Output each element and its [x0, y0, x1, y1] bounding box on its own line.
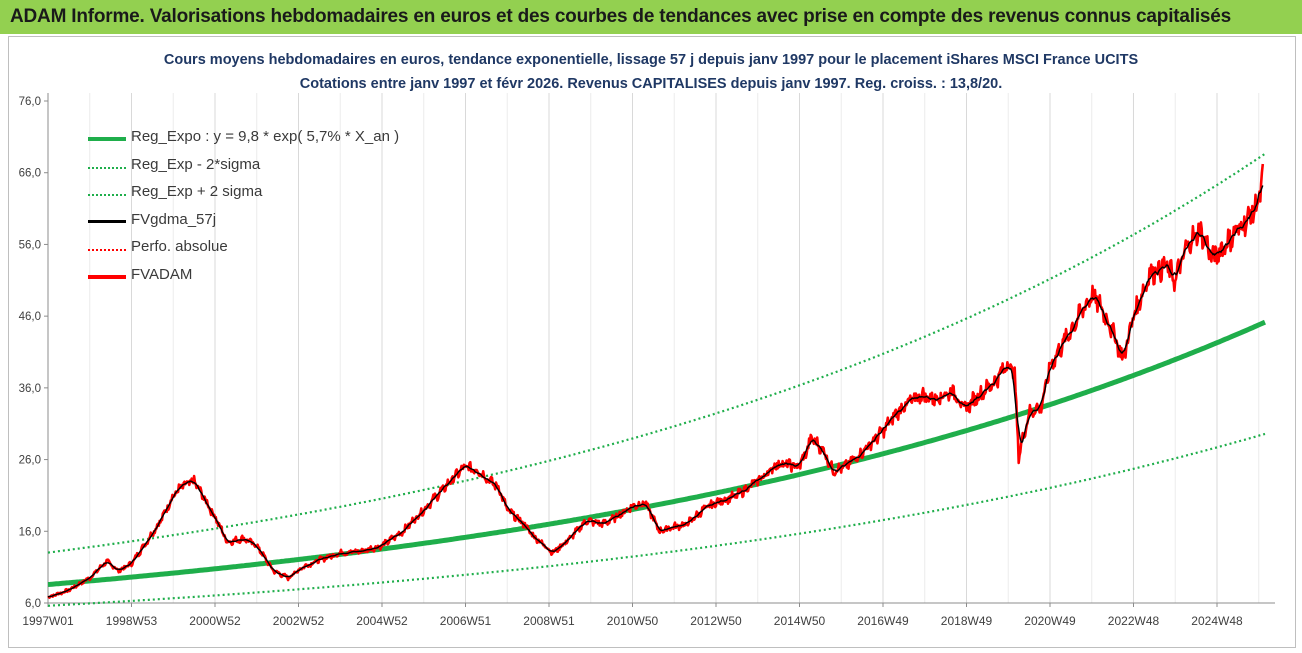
x-tick-label: 2004W52 — [356, 614, 408, 628]
x-tick-label: 2000W52 — [189, 614, 241, 628]
x-tick-label: 2002W52 — [273, 614, 325, 628]
x-tick-label: 2008W51 — [523, 614, 575, 628]
y-tick-label: 66,0 — [19, 168, 41, 180]
title-banner: ADAM Informe. Valorisations hebdomadaire… — [0, 0, 1302, 34]
y-tick-label: 6,0 — [25, 598, 41, 610]
legend-swatch — [88, 194, 126, 196]
report-title: ADAM Informe. Valorisations hebdomadaire… — [10, 6, 1232, 27]
y-tick-label: 56,0 — [19, 239, 41, 251]
x-tick-label: 2016W49 — [857, 614, 909, 628]
legend-label: Reg_Expo : y = 9,8 * exp( 5,7% * X_an ) — [131, 128, 400, 145]
series-line-0 — [47, 319, 1266, 587]
x-tick-label: 1997W01 — [22, 614, 74, 628]
legend-label: Reg_Exp - 2*sigma — [131, 155, 261, 173]
legend-swatch — [88, 137, 126, 141]
x-tick-label: 2022W48 — [1108, 614, 1160, 628]
chart-frame — [8, 36, 1296, 648]
series-line-2 — [47, 152, 1266, 554]
y-tick-label: 46,0 — [19, 311, 41, 323]
series-line-fvadam — [47, 163, 1265, 599]
series-line-fvgdma — [48, 185, 1264, 598]
legend-swatch — [88, 166, 126, 169]
x-tick-label: 2018W49 — [941, 614, 993, 628]
legend-label: FVADAM — [131, 265, 193, 283]
series-line-1 — [47, 432, 1266, 607]
y-tick-label: 26,0 — [19, 455, 41, 467]
x-tick-label: 1998W53 — [106, 614, 158, 628]
x-tick-label: 2024W48 — [1191, 614, 1243, 628]
y-tick-label: 36,0 — [19, 383, 41, 395]
y-tick-label: 76,0 — [19, 96, 41, 108]
x-tick-label: 2020W49 — [1024, 614, 1076, 628]
legend-swatch — [88, 249, 126, 251]
legend-swatch — [88, 219, 126, 223]
legend-swatch — [88, 274, 126, 279]
chart-title-line-2: Cotations entre janv 1997 et févr 2026. … — [299, 76, 1003, 92]
y-tick-label: 16,0 — [19, 526, 41, 538]
legend-label: Reg_Exp + 2 sigma — [131, 183, 263, 200]
x-tick-label: 2006W51 — [440, 614, 492, 628]
legend-label: FVgdma_57j — [131, 210, 217, 228]
x-tick-label: 2010W50 — [607, 614, 659, 628]
x-tick-label: 2012W50 — [690, 614, 742, 628]
x-tick-label: 2014W50 — [774, 614, 826, 628]
chart-title-line-1: Cours moyens hebdomadaires en euros, ten… — [163, 52, 1139, 68]
legend-label: Perfo. absolue — [131, 238, 228, 255]
